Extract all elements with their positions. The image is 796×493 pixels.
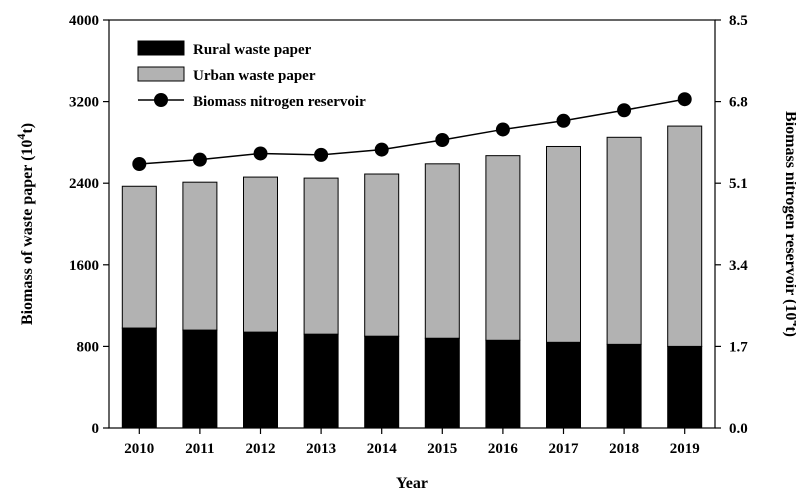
axes-layer: 0 800 1600 2400 3200 4000 0.0 1.7 3.4 5.1 6.8 8.5 20… <box>69 13 748 457</box>
bar-urban-2010 <box>121 185 157 329</box>
point-nitrogen-2019 <box>677 92 692 107</box>
bar-urban-2012 <box>243 176 278 333</box>
bar-rural-2014 <box>364 335 400 429</box>
x-tick-label: 2013 <box>306 441 336 457</box>
point-nitrogen-2017 <box>556 113 571 128</box>
x-tick-label: 2018 <box>609 441 639 457</box>
bar-urban-2011 <box>182 181 218 331</box>
y-right-tick-label: 8.5 <box>729 13 748 29</box>
bar-rural-2010 <box>121 327 157 429</box>
legend-marker-nitrogen <box>154 93 168 107</box>
bar-rural-2019 <box>667 345 703 429</box>
bar-rural-2018 <box>606 343 642 429</box>
y-left-tick-label: 4000 <box>69 13 99 29</box>
y-right-tick-label: 3.4 <box>729 258 748 274</box>
point-nitrogen-2013 <box>314 147 329 162</box>
point-nitrogen-2018 <box>617 103 632 118</box>
y-left-tick-label: 0 <box>92 421 100 437</box>
bar-urban-2015 <box>424 163 460 339</box>
y-left-tick-label: 2400 <box>69 176 99 192</box>
point-nitrogen-2010 <box>132 157 147 171</box>
point-nitrogen-2012 <box>253 146 268 161</box>
legend-swatch-rural <box>137 40 185 56</box>
line-layer <box>132 92 692 171</box>
y-axis-left-title: Biomass of waste paper (104t) <box>14 123 36 325</box>
line-nitrogen-reservoir <box>139 98 685 165</box>
y-right-tick-label: 6.8 <box>729 95 748 111</box>
x-tick-label: 2014 <box>367 441 398 457</box>
point-nitrogen-2016 <box>495 122 510 137</box>
bar-urban-2018 <box>606 136 642 345</box>
bar-urban-2016 <box>485 155 521 341</box>
bar-rural-2011 <box>182 329 218 429</box>
bar-rural-2016 <box>485 339 521 429</box>
y-left-tick-label: 3200 <box>69 95 99 111</box>
point-nitrogen-2011 <box>192 152 207 167</box>
y-axis-right-title: Biomass nitrogen reservoir (104t) <box>782 111 796 337</box>
bar-rural-2013 <box>303 333 339 429</box>
x-axis-title: Year <box>396 475 428 492</box>
bar-urban-2017 <box>546 145 581 343</box>
bars-layer <box>121 125 703 429</box>
x-tick-label: 2012 <box>246 441 276 457</box>
y-left-tick-label: 800 <box>77 339 100 355</box>
y-right-tick-label: 1.7 <box>729 339 748 355</box>
bar-rural-2012 <box>243 331 278 429</box>
bar-urban-2013 <box>303 177 339 335</box>
x-tick-label: 2010 <box>124 441 154 457</box>
x-tick-label: 2016 <box>488 441 519 457</box>
x-tick-label: 2019 <box>670 441 700 457</box>
y-right-tick-label: 0.0 <box>729 421 748 437</box>
bar-urban-2019 <box>667 125 703 347</box>
point-nitrogen-2014 <box>374 142 389 157</box>
x-tick-label: 2011 <box>185 441 214 457</box>
y-left-tick-label: 1600 <box>69 258 99 274</box>
legend: Rural waste paper Urban waste paper Biom… <box>137 40 366 110</box>
y-right-tick-label: 5.1 <box>729 176 748 192</box>
legend-label-rural: Rural waste paper <box>193 42 312 58</box>
legend-label-nitrogen: Biomass nitrogen reservoir <box>193 94 366 110</box>
x-tick-label: 2015 <box>427 441 457 457</box>
bar-urban-2014 <box>364 173 400 337</box>
legend-label-urban: Urban waste paper <box>193 68 316 84</box>
point-nitrogen-2015 <box>435 133 450 147</box>
bar-rural-2015 <box>424 337 460 429</box>
plot-frame <box>108 19 716 429</box>
bar-rural-2017 <box>546 341 581 429</box>
legend-swatch-urban <box>137 66 185 82</box>
x-tick-label: 2017 <box>549 441 580 457</box>
